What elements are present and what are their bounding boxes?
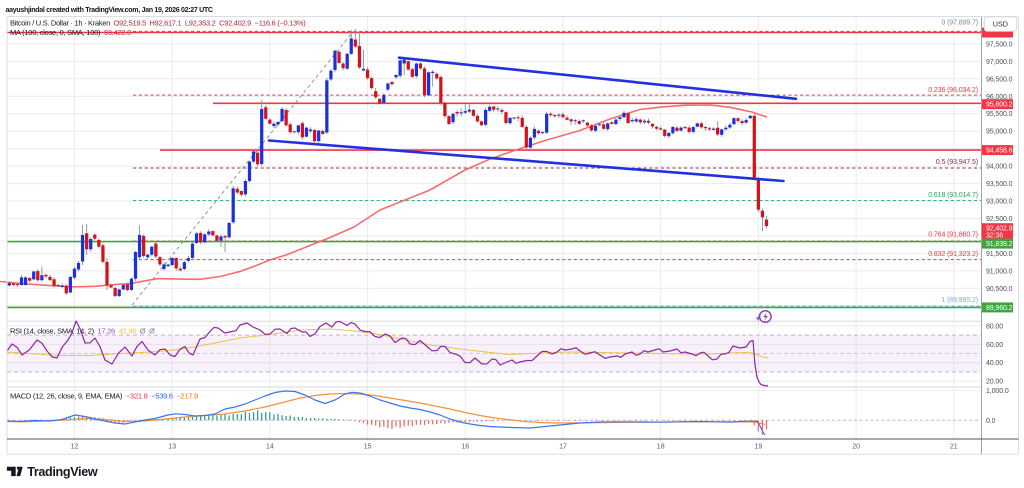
svg-text:0.236 (96,034.2): 0.236 (96,034.2) (928, 87, 978, 94)
svg-text:32:36: 32:36 (986, 233, 1003, 240)
svg-text:MA (100, close, 0, SMA, 100): MA (100, close, 0, SMA, 100) 93,422.0 (10, 28, 131, 37)
svg-text:40.00: 40.00 (986, 360, 1003, 367)
svg-text:20.00: 20.00 (986, 379, 1003, 386)
svg-text:96,000.0: 96,000.0 (986, 94, 1013, 101)
svg-text:95,800.2: 95,800.2 (986, 102, 1013, 109)
svg-text:95,500.0: 95,500.0 (986, 111, 1013, 118)
svg-text:0.618 (93,014.7): 0.618 (93,014.7) (928, 192, 978, 199)
svg-text:97,500.0: 97,500.0 (986, 41, 1013, 48)
svg-text:97,000.0: 97,000.0 (986, 59, 1013, 66)
svg-text:0.832 (91,323.2): 0.832 (91,323.2) (928, 251, 978, 258)
svg-text:92,402.9: 92,402.9 (986, 226, 1013, 233)
svg-text:TradingView: TradingView (27, 465, 98, 479)
svg-text:91,500.0: 91,500.0 (986, 251, 1013, 258)
svg-text:MACD (12, 26, close, 9, EMA, E: MACD (12, 26, close, 9, EMA, EMA) −321.8… (10, 392, 198, 401)
svg-text:RSI (14, close, SMA, 14, 2) 1: RSI (14, close, SMA, 14, 2) 17.26 42.96 … (10, 326, 155, 335)
svg-text:96,500.0: 96,500.0 (986, 76, 1013, 83)
svg-text:94,000.0: 94,000.0 (986, 164, 1013, 171)
svg-text:92,500.0: 92,500.0 (986, 216, 1013, 223)
svg-text:90,500.0: 90,500.0 (986, 286, 1013, 293)
svg-text:91,839.2: 91,839.2 (986, 241, 1013, 248)
svg-text:91,000.0: 91,000.0 (986, 268, 1013, 275)
svg-text:14: 14 (266, 443, 274, 450)
svg-text:89,960.2: 89,960.2 (986, 305, 1013, 312)
svg-text:18: 18 (657, 443, 665, 450)
svg-text:19: 19 (755, 443, 763, 450)
svg-text:17: 17 (559, 443, 567, 450)
svg-text:94,458.6: 94,458.6 (986, 148, 1013, 155)
svg-text:15: 15 (364, 443, 372, 450)
svg-text:0.0: 0.0 (986, 418, 996, 425)
svg-text:16: 16 (461, 443, 469, 450)
svg-text:60.00: 60.00 (986, 342, 1003, 349)
svg-text:1,000.0: 1,000.0 (986, 388, 1009, 395)
svg-text:93,000.0: 93,000.0 (986, 199, 1013, 206)
svg-text:93,500.0: 93,500.0 (986, 181, 1013, 188)
svg-text:12: 12 (71, 443, 79, 450)
svg-text:13: 13 (168, 443, 176, 450)
svg-text:80.00: 80.00 (986, 323, 1003, 330)
svg-text:0 (97,899.7): 0 (97,899.7) (941, 19, 978, 26)
svg-text:0.5 (93,947.5): 0.5 (93,947.5) (936, 159, 978, 166)
svg-text:1 (89,995.2): 1 (89,995.2) (941, 297, 978, 304)
svg-text:Bitcoin / U.S. Dollar · 1h · K: Bitcoin / U.S. Dollar · 1h · Kraken O92,… (10, 19, 306, 28)
svg-text:21: 21 (950, 443, 958, 450)
svg-text:aayushjindal created with Trad: aayushjindal created with TradingView.co… (6, 6, 213, 14)
svg-text:0.764 (91,860.7): 0.764 (91,860.7) (928, 232, 978, 239)
svg-text:20: 20 (852, 443, 860, 450)
svg-text:95,000.0: 95,000.0 (986, 129, 1013, 136)
svg-text:USD: USD (993, 20, 1008, 29)
